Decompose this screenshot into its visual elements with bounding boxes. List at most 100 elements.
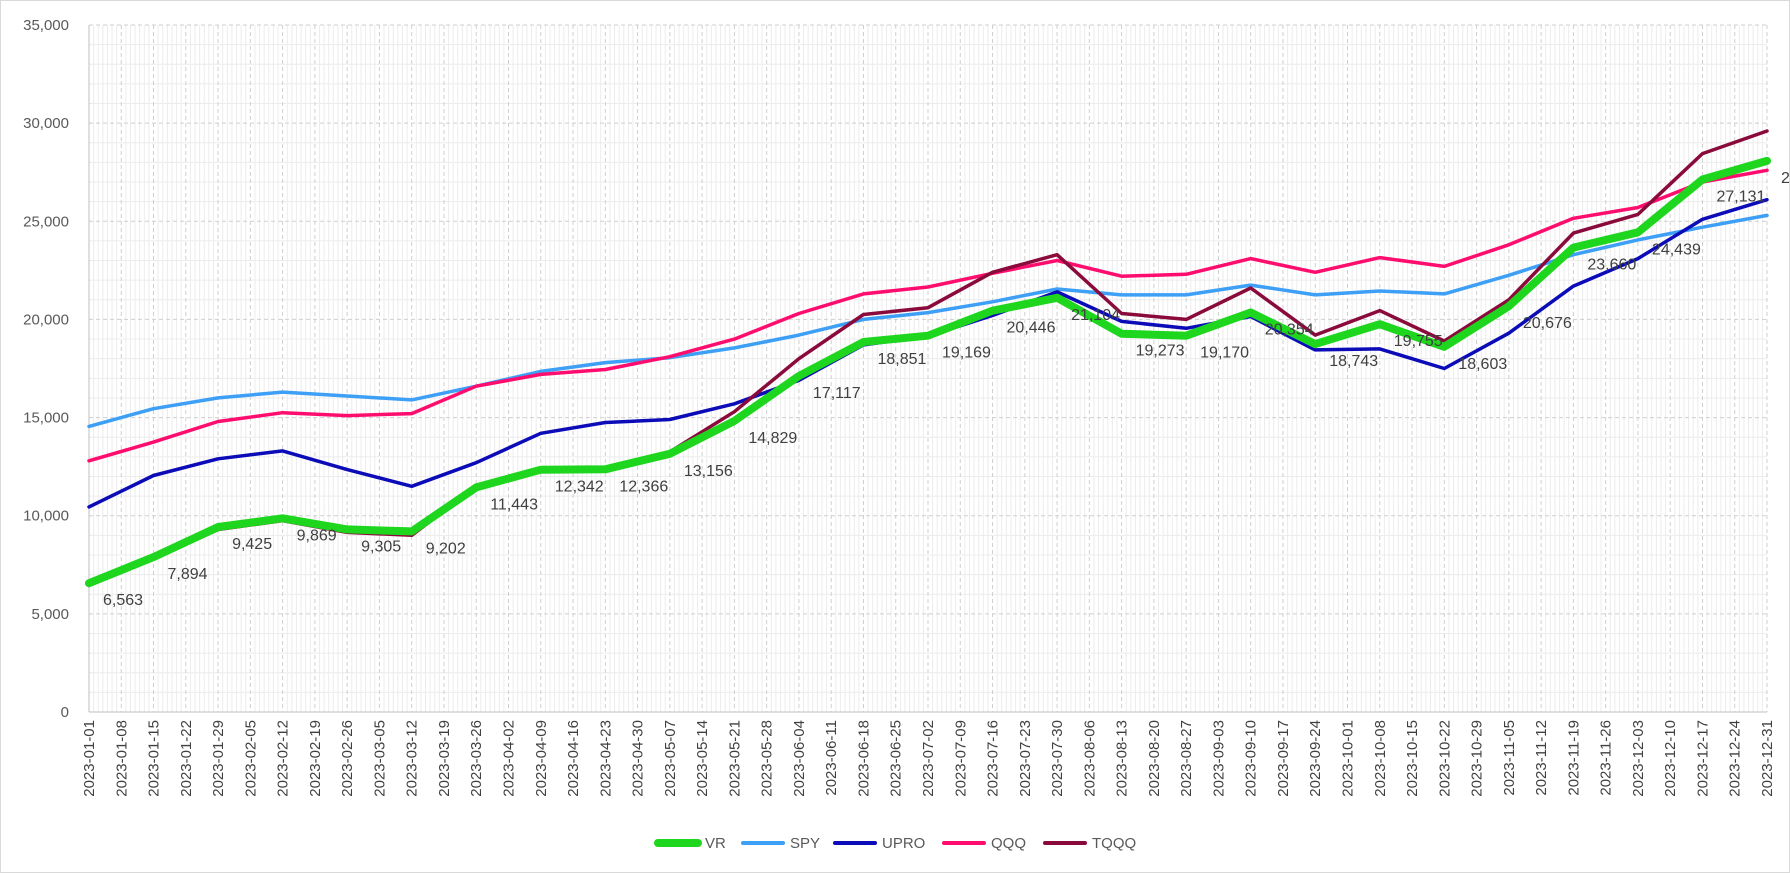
x-tick-label: 2023-04-23 bbox=[597, 720, 614, 797]
x-tick-label: 2023-08-27 bbox=[1178, 720, 1195, 797]
x-tick-label: 2023-02-12 bbox=[275, 720, 292, 797]
data-label: 21,104 bbox=[1071, 307, 1120, 324]
y-tick-label: 35,000 bbox=[23, 17, 69, 34]
x-tick-label: 2023-09-17 bbox=[1275, 720, 1292, 797]
data-label: 18,743 bbox=[1329, 353, 1378, 370]
data-label: 12,366 bbox=[619, 478, 668, 495]
x-tick-label: 2023-08-13 bbox=[1114, 720, 1131, 797]
x-tick-label: 2023-11-19 bbox=[1565, 720, 1582, 796]
legend-label-spy: SPY bbox=[790, 835, 820, 852]
x-tick-label: 2023-01-29 bbox=[210, 720, 227, 797]
data-label: 20,354 bbox=[1265, 321, 1314, 338]
data-label: 24,439 bbox=[1652, 241, 1701, 258]
x-axis-tick-labels: 2023-01-01 2023-01-08 2023-01-15 2023-01-22… bbox=[81, 720, 1776, 797]
x-tick-label: 2023-07-02 bbox=[920, 720, 937, 797]
data-label: 13,156 bbox=[684, 463, 733, 480]
x-tick-label: 2023-03-05 bbox=[371, 720, 388, 797]
data-label: 11,443 bbox=[490, 496, 538, 513]
data-label: 19,755 bbox=[1394, 333, 1443, 350]
x-tick-label: 2023-07-23 bbox=[1017, 720, 1034, 797]
x-tick-label: 2023-07-09 bbox=[952, 720, 969, 797]
x-tick-label: 2023-12-17 bbox=[1694, 720, 1711, 797]
x-tick-label: 2023-03-26 bbox=[468, 720, 485, 797]
axes bbox=[88, 25, 1767, 713]
legend-label-tqqq: TQQQ bbox=[1092, 835, 1136, 852]
x-tick-label: 2023-06-11 bbox=[823, 720, 840, 796]
legend-label-upro: UPRO bbox=[882, 835, 925, 852]
x-tick-label: 2023-05-28 bbox=[759, 720, 776, 797]
data-label: 9,305 bbox=[361, 538, 401, 555]
data-label: 7,894 bbox=[168, 566, 208, 583]
x-tick-label: 2023-10-15 bbox=[1404, 720, 1421, 797]
x-tick-label: 2023-05-14 bbox=[694, 720, 711, 797]
data-label: 20,676 bbox=[1523, 315, 1572, 332]
x-tick-label: 2023-07-16 bbox=[985, 720, 1002, 797]
series-line-vr bbox=[85, 156, 1771, 588]
data-label: 9,202 bbox=[426, 540, 466, 557]
x-tick-label: 2023-04-02 bbox=[501, 720, 518, 797]
data-labels: 6,563 7,894 9,425 9,869 9,305 9,202 11,443 12,3… bbox=[103, 170, 1789, 609]
series-lines bbox=[85, 129, 1771, 588]
x-tick-label: 2023-02-05 bbox=[242, 720, 259, 797]
y-tick-label: 20,000 bbox=[23, 311, 69, 328]
x-tick-label: 2023-12-31 bbox=[1759, 720, 1776, 797]
x-tick-label: 2023-03-12 bbox=[404, 720, 421, 797]
data-label: 14,829 bbox=[748, 430, 797, 447]
x-tick-label: 2023-04-30 bbox=[630, 720, 647, 797]
data-label: 9,425 bbox=[232, 536, 272, 553]
x-tick-label: 2023-09-10 bbox=[1243, 720, 1260, 797]
data-label: 28,075 bbox=[1781, 170, 1789, 187]
x-tick-label: 2023-04-16 bbox=[565, 720, 582, 797]
x-tick-label: 2023-05-21 bbox=[726, 720, 743, 797]
x-tick-label: 2023-06-18 bbox=[855, 720, 872, 797]
x-tick-label: 2023-02-26 bbox=[339, 720, 356, 797]
minor-gridlines bbox=[89, 25, 1767, 712]
data-label: 9,869 bbox=[297, 527, 337, 544]
data-label: 19,170 bbox=[1200, 345, 1249, 362]
y-tick-label: 15,000 bbox=[23, 410, 69, 427]
data-label: 19,273 bbox=[1136, 343, 1185, 360]
major-gridlines bbox=[88, 24, 1768, 713]
x-tick-label: 2023-11-12 bbox=[1533, 720, 1550, 796]
x-tick-label: 2023-03-19 bbox=[436, 720, 453, 797]
legend-label-vr: VR bbox=[705, 835, 726, 852]
y-tick-label: 0 bbox=[61, 704, 69, 721]
data-label: 18,603 bbox=[1458, 356, 1507, 373]
legend-label-qqq: QQQ bbox=[991, 835, 1026, 852]
x-tick-label: 2023-12-24 bbox=[1727, 720, 1744, 797]
legend: VR SPY UPRO QQQ TQQQ bbox=[654, 835, 1136, 852]
x-tick-label: 2023-09-03 bbox=[1210, 720, 1227, 797]
x-tick-label: 2023-06-25 bbox=[888, 720, 905, 797]
x-tick-label: 2023-10-22 bbox=[1436, 720, 1453, 797]
y-tick-label: 25,000 bbox=[23, 213, 69, 230]
x-tick-label: 2023-11-05 bbox=[1501, 720, 1518, 796]
x-tick-label: 2023-10-08 bbox=[1372, 720, 1389, 797]
data-label: 6,563 bbox=[103, 592, 143, 609]
x-tick-label: 2023-12-03 bbox=[1630, 720, 1647, 797]
x-tick-label: 2023-01-22 bbox=[178, 720, 195, 797]
data-label: 27,131 bbox=[1716, 188, 1765, 205]
x-tick-label: 2023-06-04 bbox=[791, 720, 808, 797]
y-tick-label: 30,000 bbox=[23, 115, 69, 132]
x-tick-label: 2023-08-20 bbox=[1146, 720, 1163, 797]
data-label: 19,169 bbox=[942, 345, 991, 362]
y-axis-tick-labels: 0 5,000 10,000 15,000 20,000 25,000 30,000 35,0… bbox=[23, 17, 69, 721]
x-tick-label: 2023-05-07 bbox=[662, 720, 679, 797]
x-tick-label: 2023-01-08 bbox=[113, 720, 130, 797]
x-tick-label: 2023-08-06 bbox=[1081, 720, 1098, 797]
x-tick-label: 2023-12-10 bbox=[1662, 720, 1679, 797]
y-tick-label: 5,000 bbox=[31, 606, 69, 623]
data-label: 18,851 bbox=[877, 351, 926, 368]
data-label: 20,446 bbox=[1007, 320, 1056, 337]
data-label: 12,342 bbox=[555, 479, 604, 496]
x-tick-label: 2023-09-24 bbox=[1307, 720, 1324, 797]
x-tick-label: 2023-01-01 bbox=[81, 720, 98, 797]
x-tick-label: 2023-07-30 bbox=[1049, 720, 1066, 797]
y-tick-label: 10,000 bbox=[23, 508, 69, 525]
x-tick-label: 2023-04-09 bbox=[533, 720, 550, 797]
series-line-qqq bbox=[87, 168, 1769, 463]
x-tick-label: 2023-01-15 bbox=[146, 720, 163, 797]
x-tick-label: 2023-11-26 bbox=[1598, 720, 1615, 796]
